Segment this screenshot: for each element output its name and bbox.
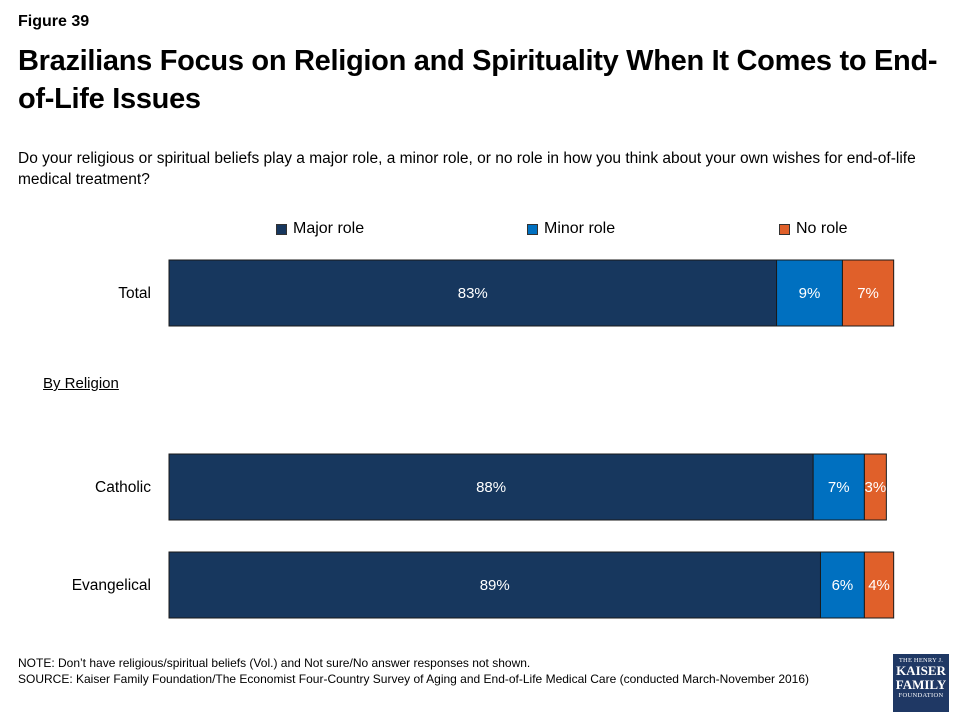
chart-legend: Major role Minor role No role: [0, 220, 960, 240]
category-label-evangelical: Evangelical: [72, 577, 151, 594]
logo-line-1: THE HENRY J.: [898, 657, 944, 664]
legend-label-none: No role: [796, 220, 848, 237]
group-label-by-religion: By Religion: [43, 375, 119, 392]
bar-segment-major-evangelical: [168, 551, 821, 619]
data-label-none-total: 7%: [857, 285, 879, 302]
legend-item-major: Major role: [276, 220, 364, 238]
data-label-minor-evangelical: 6%: [832, 577, 854, 594]
chart-subtitle: Do your religious or spiritual beliefs p…: [18, 150, 916, 188]
legend-label-major: Major role: [293, 220, 365, 237]
logo-line-4: FOUNDATION: [898, 692, 944, 699]
data-label-major-catholic: 88%: [476, 479, 506, 496]
data-label-minor-total: 9%: [799, 285, 821, 302]
bar-segment-none-evangelical: [863, 551, 895, 619]
bar-segment-minor-evangelical: [819, 551, 865, 619]
footnote: NOTE: Don’t have religious/spiritual bel…: [18, 655, 878, 687]
legend-label-minor: Minor role: [544, 220, 616, 237]
logo-line-3: FAMILY: [895, 677, 947, 692]
legend-swatch-none: [779, 223, 790, 235]
figure-label: Figure 39: [18, 13, 90, 30]
category-label-catholic: Catholic: [95, 479, 151, 496]
bar-segment-major-total: [168, 259, 778, 327]
category-label-total: Total: [118, 285, 151, 302]
note-text: NOTE: Don’t have religious/spiritual bel…: [18, 656, 531, 670]
bar-segment-minor-catholic: [812, 453, 865, 521]
legend-swatch-major: [276, 223, 287, 235]
bar-segment-none-total: [841, 259, 895, 327]
data-label-minor-catholic: 7%: [828, 479, 850, 496]
bar-segment-major-catholic: [168, 453, 814, 521]
kff-logo: THE HENRY J. KAISER FAMILY FOUNDATION: [893, 654, 949, 712]
logo-line-2: KAISER: [896, 663, 946, 678]
data-label-major-evangelical: 89%: [480, 577, 510, 594]
bar-segment-none-catholic: [863, 453, 887, 521]
legend-swatch-minor: [527, 223, 538, 235]
source-text: SOURCE: Kaiser Family Foundation/The Eco…: [18, 672, 810, 686]
chart-title: Brazilians Focus on Religion and Spiritu…: [18, 45, 938, 115]
legend-item-none: No role: [779, 220, 848, 238]
legend-item-minor: Minor role: [527, 220, 615, 238]
data-label-none-catholic: 3%: [865, 479, 887, 496]
data-label-major-total: 83%: [458, 285, 488, 302]
data-label-none-evangelical: 4%: [868, 577, 890, 594]
